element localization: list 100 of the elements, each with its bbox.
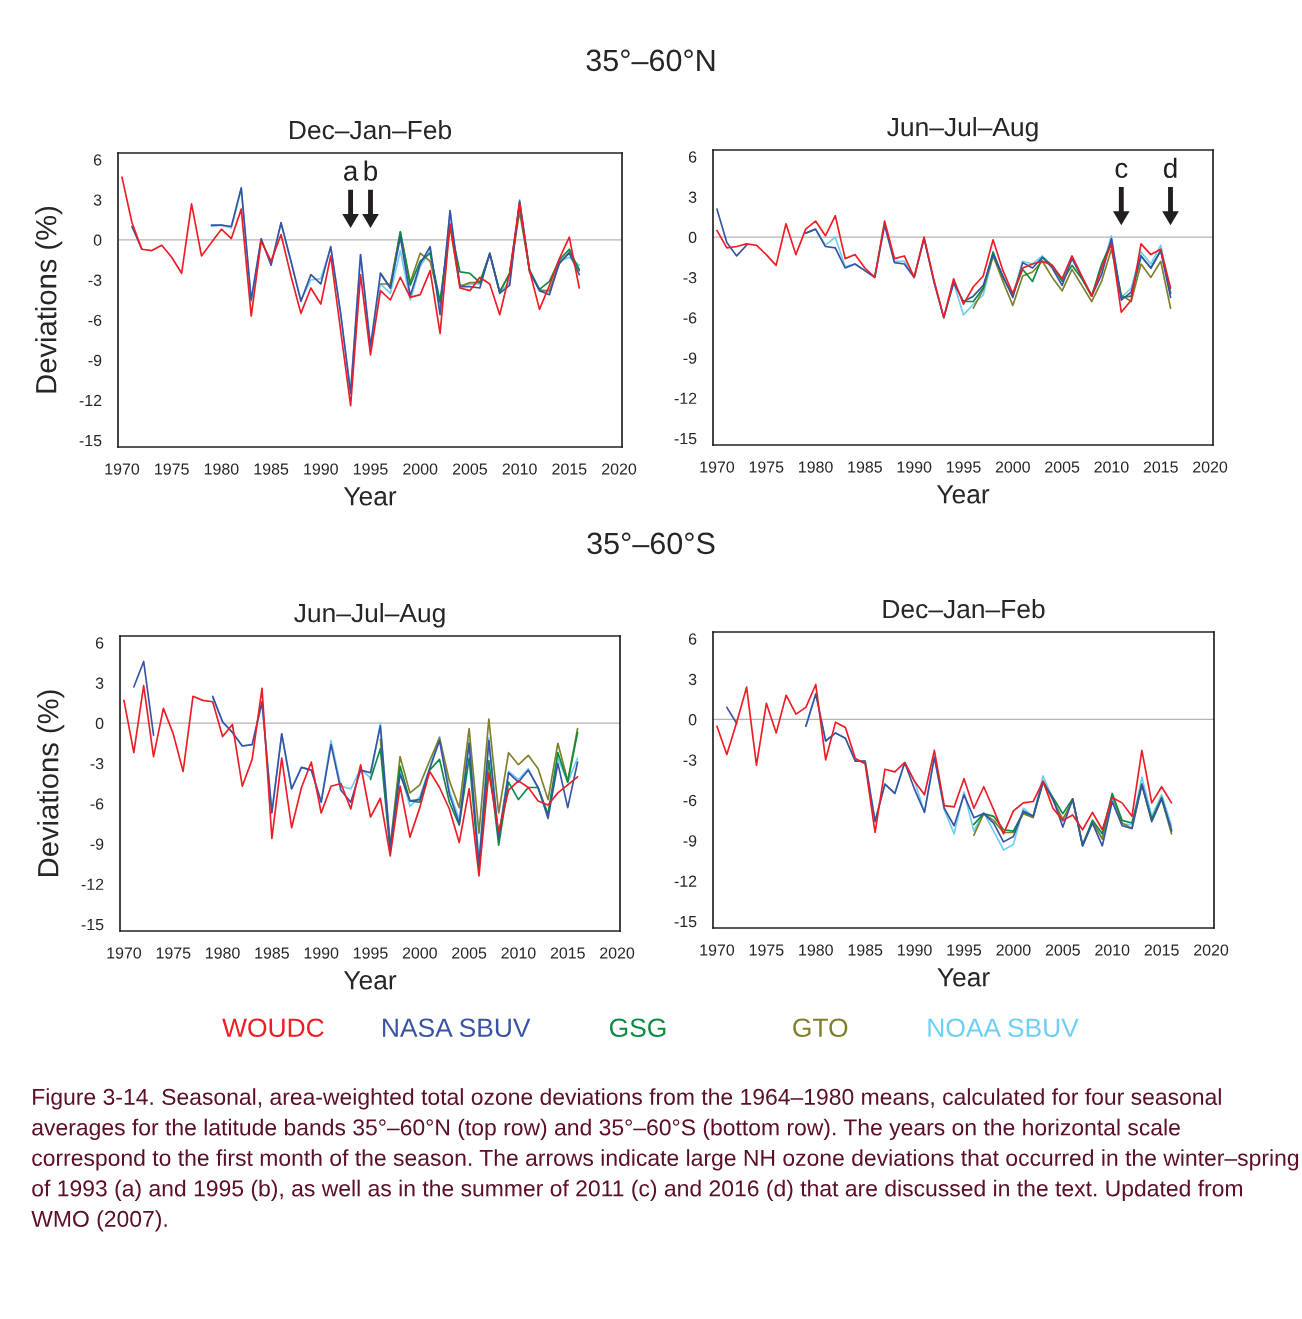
y-tick-label: -6 — [683, 312, 697, 324]
y-tick-label: -12 — [81, 878, 104, 890]
x-tick-label: 1995 — [947, 944, 982, 956]
y-tick-label: 6 — [95, 637, 104, 649]
chart-title: Dec–Jan–Feb — [883, 598, 1045, 619]
x-tick-label: 1980 — [799, 944, 833, 956]
y-tick-label: 3 — [95, 677, 104, 689]
y-tick-label: -6 — [90, 798, 104, 810]
text: GSG — [609, 1018, 666, 1038]
line-series — [123, 684, 579, 877]
x-axis-title: Year — [343, 971, 397, 990]
x-axis-title: Year — [937, 968, 990, 987]
y-tick-label: -3 — [683, 754, 697, 766]
y-tick-label: 3 — [93, 194, 102, 206]
x-tick-label: 2020 — [602, 463, 637, 475]
x-tick-label: 2015 — [1144, 944, 1179, 956]
x-tick-label: 1985 — [254, 463, 289, 475]
x-tick-label: 1970 — [105, 463, 140, 475]
x-tick-label: 1970 — [107, 947, 142, 959]
annotation: b — [364, 160, 378, 181]
x-tick-label: 2005 — [452, 947, 487, 959]
x-tick-label: 2000 — [995, 461, 1030, 473]
y-tick-label: 6 — [93, 154, 102, 166]
x-tick-label: 1985 — [255, 947, 289, 959]
x-tick-label: 2000 — [403, 463, 438, 475]
text: NOAA SBUV — [928, 1018, 1079, 1038]
x-tick-label: 1970 — [700, 944, 735, 956]
x-tick-label: 2010 — [1094, 461, 1129, 473]
x-tick-label: 1995 — [353, 463, 388, 475]
text: GTO — [793, 1018, 848, 1038]
x-tick-label: 1980 — [204, 463, 239, 475]
x-axis-title: Year — [343, 487, 397, 506]
y-tick-label: -12 — [79, 394, 102, 407]
x-tick-label: 1990 — [898, 944, 932, 956]
x-tick-label: 1985 — [848, 461, 882, 473]
y-tick-label: -15 — [674, 916, 697, 928]
x-tick-label: 2020 — [1193, 461, 1228, 473]
y-tick-label: -9 — [88, 354, 102, 367]
text: NASA SBUV — [383, 1018, 531, 1038]
y-tick-label: -9 — [683, 835, 697, 847]
y-tick-label: 0 — [688, 231, 697, 244]
x-axis-title: Year — [936, 485, 990, 504]
y-tick-label: -3 — [88, 274, 102, 286]
x-tick-label: 1980 — [799, 461, 833, 473]
x-tick-label: 2010 — [502, 463, 537, 475]
y-tick-label: -15 — [81, 919, 104, 931]
x-tick-label: 1990 — [304, 947, 339, 959]
y-tick-label: 0 — [93, 234, 102, 246]
y-tick-label: -6 — [683, 794, 697, 807]
y-tick-label: -9 — [90, 838, 104, 850]
x-tick-label: 2005 — [1045, 461, 1080, 473]
x-tick-label: 2005 — [1045, 944, 1080, 956]
x-tick-label: 2000 — [402, 947, 437, 959]
x-tick-label: 2000 — [996, 944, 1031, 956]
x-tick-label: 2005 — [452, 463, 487, 475]
x-tick-label: 1990 — [897, 461, 932, 473]
caption: Figure 3-14. Seasonal, area-weighted total ozone deviations from the 1964–1980 means, calculated for four seasonal averages for the latitude bands 35°–60°N (top row) and 35°–60°S (bottom row). The years on the horizontal scale correspond to the first month of the season. The arrows indicate large NH ozone deviations that occurred in the winter–spring of 1993 (a) and 1995 (b), as well as in the summer of 2011 (c) and 2016 (d) that are discussed in the text. Updated from WMO (2007). — [31, 1088, 1299, 1232]
y-tick-label: -3 — [90, 758, 104, 770]
x-tick-label: 2015 — [550, 947, 585, 959]
y-tick-label: 0 — [95, 717, 104, 730]
x-tick-label: 1985 — [848, 944, 883, 956]
x-tick-label: 2020 — [1194, 944, 1229, 956]
chart-title: Jun–Jul–Aug — [294, 602, 445, 628]
y-tick-label: -6 — [88, 314, 102, 326]
x-tick-label: 2015 — [1143, 461, 1178, 473]
line-series — [972, 248, 1172, 310]
annotation: a — [344, 165, 359, 181]
x-tick-label: 1975 — [749, 944, 784, 956]
y-tick-label: 0 — [688, 714, 697, 726]
x-tick-label: 1975 — [156, 947, 191, 959]
text: WOUDC — [222, 1018, 324, 1038]
x-tick-label: 2010 — [1095, 944, 1130, 956]
y-tick-label: 6 — [688, 151, 697, 163]
text: 35°–60°S — [587, 532, 715, 555]
x-tick-label: 1995 — [946, 461, 981, 473]
y-tick-label: -12 — [674, 875, 697, 887]
y-tick-label: 3 — [688, 673, 697, 686]
x-tick-label: 1995 — [353, 947, 388, 959]
text: 35°–60°N — [586, 49, 715, 72]
annotation: c — [1115, 162, 1128, 179]
x-tick-label: 1980 — [206, 947, 240, 959]
x-tick-label: 1990 — [304, 463, 338, 475]
annotation: d — [1163, 157, 1177, 179]
x-tick-label: 1975 — [155, 463, 189, 475]
chart-title: Jun–Jul–Aug — [887, 116, 1038, 142]
y-axis-title: Deviations (%) — [37, 690, 65, 876]
y-tick-label: -15 — [79, 435, 102, 447]
x-tick-label: 1970 — [700, 461, 735, 473]
x-tick-label: 2010 — [501, 947, 536, 959]
x-tick-label: 2020 — [600, 947, 635, 959]
x-tick-label: 2015 — [552, 463, 587, 475]
y-tick-label: 6 — [688, 633, 697, 645]
y-tick-label: -9 — [683, 352, 697, 364]
y-tick-label: 3 — [688, 191, 697, 203]
y-tick-label: -12 — [674, 392, 697, 404]
y-axis-title: Deviations (%) — [35, 206, 63, 393]
x-tick-label: 1975 — [749, 461, 784, 473]
y-tick-label: -3 — [683, 272, 697, 284]
chart-title: Dec–Jan–Feb — [290, 119, 452, 140]
y-tick-label: -15 — [674, 433, 697, 445]
